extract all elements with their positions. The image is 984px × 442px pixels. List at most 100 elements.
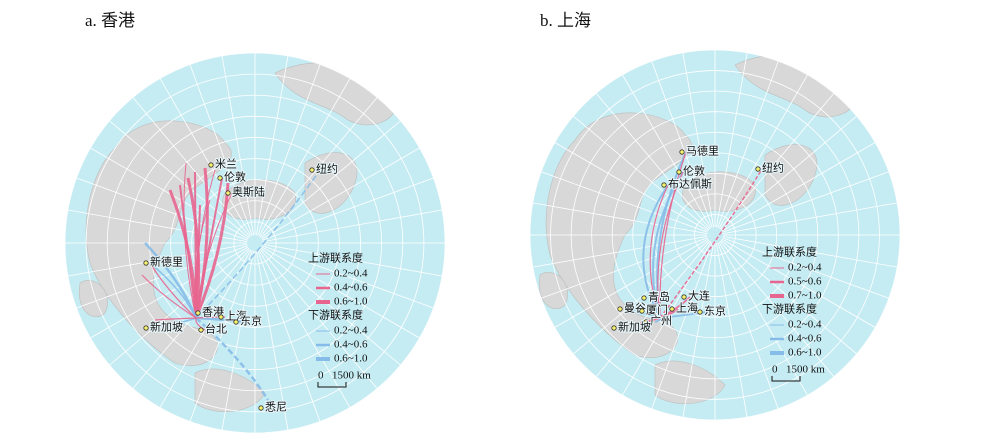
city-label: 伦敦	[224, 170, 246, 184]
graticule	[541, 237, 708, 299]
graticule	[721, 238, 876, 328]
graticule	[532, 202, 708, 235]
flow-line	[194, 182, 230, 319]
graticule	[262, 209, 443, 243]
graticule	[595, 240, 711, 377]
graticule	[541, 171, 708, 233]
graticule	[90, 147, 249, 240]
graticule	[573, 115, 710, 231]
panel-title: b. 上海	[540, 11, 591, 30]
scale-label: 1500 km	[786, 364, 825, 376]
city-dot	[661, 182, 667, 188]
city-dot	[225, 190, 231, 196]
flow-line	[195, 169, 321, 319]
scale-label: 1500 km	[332, 370, 371, 382]
graticule	[262, 177, 434, 241]
flow-line	[195, 317, 270, 401]
graticule	[554, 142, 709, 232]
city-label: 青岛	[648, 290, 670, 304]
land	[654, 360, 726, 405]
graticule	[90, 246, 249, 339]
graticule	[554, 238, 709, 328]
city-dot	[611, 325, 617, 331]
graticule	[682, 52, 715, 228]
city-dot	[258, 405, 264, 411]
graticule	[718, 74, 808, 229]
legend-title: 上游联系度	[762, 245, 817, 259]
flow-line	[654, 317, 662, 323]
graticule	[721, 142, 876, 232]
graticule	[722, 171, 889, 233]
legend-label: 0.6~1.0	[334, 353, 368, 365]
flow-line	[144, 242, 198, 319]
flow-line	[652, 171, 684, 319]
graticule	[189, 64, 253, 236]
flow-line	[195, 316, 246, 324]
city-dot	[198, 327, 204, 333]
graticule	[259, 97, 378, 238]
city-dot	[218, 314, 224, 320]
city-dot	[309, 167, 315, 173]
graticule	[573, 239, 710, 355]
legend-label: 0.6~1.0	[788, 347, 822, 359]
city-label: 大连	[688, 289, 710, 303]
scale-bar	[317, 382, 347, 388]
flow-line	[149, 262, 197, 319]
graticule	[257, 64, 321, 236]
scale-label: 0	[772, 364, 778, 376]
city-dot	[617, 306, 623, 312]
legend-label: 0.4~0.6	[334, 282, 368, 294]
graticule	[261, 246, 420, 339]
graticule	[622, 74, 712, 229]
flow-line	[649, 184, 669, 319]
graticule	[76, 177, 248, 241]
city-label: 新德里	[150, 255, 183, 269]
legend-label: 0.4~0.6	[334, 339, 368, 351]
flow-line	[649, 297, 661, 319]
city-label: 布达佩斯	[668, 177, 712, 191]
legend-title: 下游联系度	[762, 302, 817, 316]
city-dot	[143, 325, 149, 331]
map-a	[65, 53, 445, 433]
land	[78, 280, 108, 318]
city-label: 纽约	[762, 161, 784, 175]
graticule	[257, 250, 321, 422]
graticule	[651, 61, 713, 228]
city-label: 新加坡	[618, 320, 651, 334]
graticule	[260, 247, 401, 366]
map-b	[530, 50, 900, 420]
graticule	[132, 97, 251, 238]
flow-line	[659, 308, 679, 319]
city-label: 上海	[676, 301, 698, 315]
graticule	[258, 249, 351, 408]
legend-label: 0.4~0.6	[788, 333, 822, 345]
graticule	[189, 250, 253, 422]
city-label: 马德里	[686, 144, 719, 158]
flow-line	[141, 274, 197, 319]
city-label: 上海	[225, 309, 247, 323]
graticule	[720, 115, 857, 231]
scale-label: 0	[318, 370, 324, 382]
graticule	[715, 52, 748, 228]
graticule	[262, 245, 434, 309]
city-dot	[676, 169, 682, 175]
graticule	[67, 209, 248, 243]
graticule	[717, 242, 779, 409]
land	[682, 171, 756, 212]
land	[538, 272, 568, 310]
scale-bar	[771, 376, 801, 382]
graticule	[722, 237, 889, 299]
flow-line	[154, 317, 197, 321]
legend-label: 0.5~0.6	[788, 276, 822, 288]
legend-label: 0.2~0.4	[334, 268, 368, 280]
graticule	[258, 78, 351, 237]
graticule	[159, 78, 252, 237]
graticule	[261, 147, 420, 240]
graticule	[718, 241, 808, 396]
legend-title: 上游联系度	[308, 251, 363, 265]
graticule	[259, 248, 378, 389]
city-dot	[641, 295, 647, 301]
city-label: 东京	[704, 304, 726, 318]
